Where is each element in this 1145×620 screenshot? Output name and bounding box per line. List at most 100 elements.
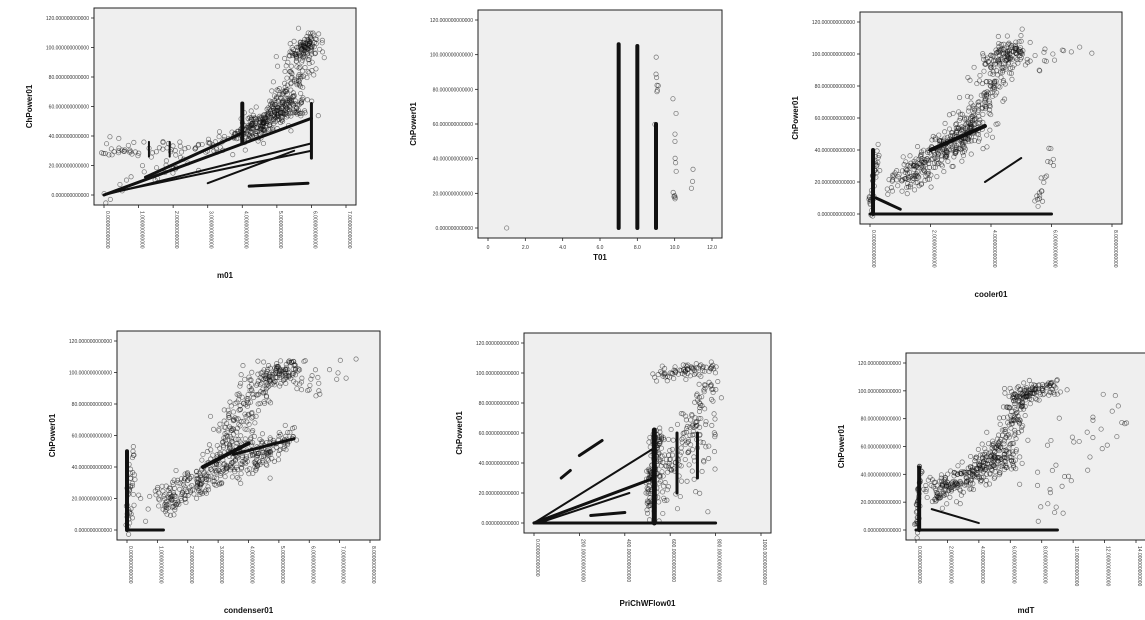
data-point — [670, 437, 676, 443]
data-point — [255, 358, 261, 364]
data-point — [215, 467, 221, 473]
data-point — [690, 178, 696, 184]
data-point — [274, 87, 280, 93]
data-point — [659, 453, 665, 459]
data-point — [1017, 53, 1023, 59]
data-point — [290, 425, 296, 432]
data-point — [992, 469, 998, 475]
data-point — [173, 152, 179, 158]
data-point — [128, 483, 134, 489]
data-point — [991, 452, 997, 458]
data-point — [270, 79, 276, 85]
x-tick-label: 1.000000000000 — [139, 211, 145, 249]
data-point — [185, 144, 191, 151]
data-point — [242, 411, 248, 417]
data-point — [928, 482, 934, 488]
data-point — [253, 413, 259, 419]
data-point — [204, 460, 210, 466]
data-point — [1006, 434, 1012, 440]
y-tick-label: 0.000000000000 — [863, 528, 901, 534]
data-point — [155, 484, 161, 491]
data-point — [916, 480, 922, 486]
data-point — [672, 155, 678, 161]
data-point — [252, 461, 258, 467]
data-point — [266, 378, 272, 384]
data-point — [177, 486, 183, 492]
data-point — [170, 482, 176, 488]
data-point — [964, 120, 970, 126]
data-point — [699, 468, 705, 475]
data-point — [116, 135, 122, 142]
data-point — [975, 99, 981, 105]
data-point — [182, 476, 188, 482]
data-point — [980, 51, 986, 57]
data-point — [708, 359, 714, 365]
data-point — [1001, 41, 1007, 47]
data-point — [977, 117, 983, 123]
data-point — [130, 491, 136, 498]
data-point — [678, 411, 684, 417]
data-point — [978, 92, 984, 98]
data-point — [870, 178, 876, 184]
data-point — [1015, 413, 1021, 419]
data-point — [262, 129, 268, 136]
data-point — [248, 435, 254, 441]
data-point — [950, 163, 956, 170]
data-point — [280, 110, 286, 116]
data-point — [669, 452, 676, 458]
data-point — [195, 476, 201, 482]
y-tick-label: 120.000000000000 — [858, 361, 901, 367]
data-point — [867, 198, 873, 205]
data-point — [1016, 420, 1023, 426]
data-point — [869, 173, 875, 179]
data-point — [240, 449, 246, 455]
data-point — [950, 145, 956, 151]
data-point — [1054, 378, 1060, 384]
x-tick-label: 0.000000000000 — [916, 546, 922, 584]
data-point — [284, 91, 290, 97]
data-point — [675, 456, 681, 462]
data-point — [285, 59, 291, 65]
data-point — [900, 154, 906, 160]
data-point — [986, 110, 992, 116]
data-point — [1065, 473, 1072, 479]
data-band — [247, 181, 310, 188]
data-point — [221, 461, 227, 467]
data-point — [216, 426, 222, 432]
data-point — [203, 479, 209, 485]
data-point — [965, 74, 971, 81]
data-point — [660, 510, 666, 517]
data-point — [1001, 441, 1007, 447]
data-point — [930, 164, 937, 170]
data-point — [977, 72, 983, 79]
data-point — [927, 164, 933, 170]
data-point — [257, 115, 263, 121]
data-point — [702, 382, 708, 388]
data-point — [1018, 38, 1024, 44]
data-point — [287, 49, 293, 55]
data-point — [970, 481, 976, 487]
data-point — [702, 406, 708, 412]
data-point — [999, 65, 1005, 71]
data-point — [1062, 474, 1068, 480]
x-tick-label: 12.000000000000 — [1105, 546, 1111, 587]
data-point — [276, 375, 283, 381]
data-point — [276, 447, 282, 453]
data-point — [663, 463, 669, 469]
data-point — [868, 197, 874, 203]
data-point — [1020, 390, 1026, 396]
x-tick-label: 6.000000000000 — [1052, 230, 1058, 268]
data-point — [957, 486, 963, 492]
data-point — [285, 370, 292, 376]
data-point — [1025, 437, 1031, 443]
data-point — [239, 452, 245, 458]
data-point — [976, 475, 982, 481]
data-point — [287, 41, 293, 47]
data-point — [1009, 389, 1015, 395]
data-point — [289, 45, 295, 51]
x-tick-label: 200.000000000000 — [579, 539, 585, 582]
data-point — [245, 400, 251, 406]
x-tick-label: 2.000000000000 — [947, 546, 953, 584]
data-point — [990, 71, 996, 77]
data-point — [254, 446, 260, 453]
